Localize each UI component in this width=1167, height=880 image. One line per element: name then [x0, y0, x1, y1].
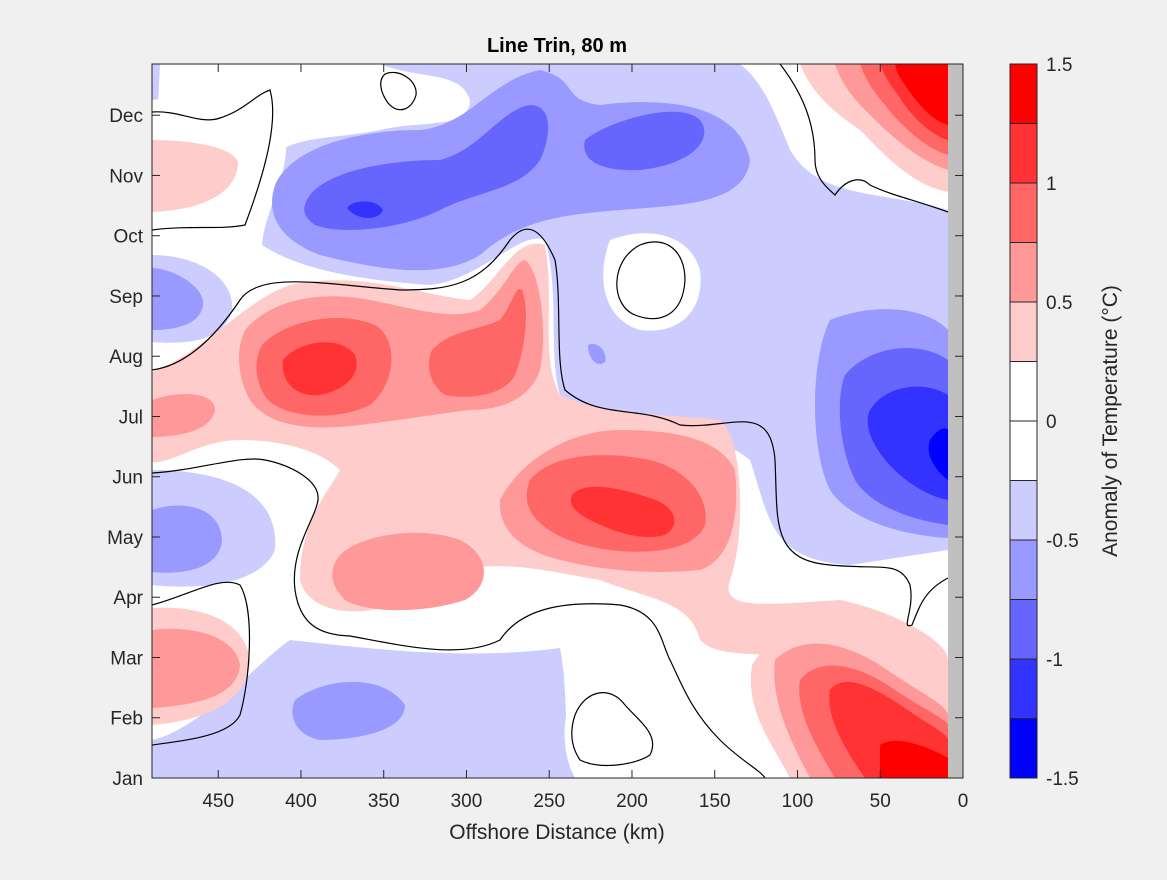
y-tick-label: Mar — [110, 648, 143, 669]
y-tick-label: Dec — [109, 106, 143, 127]
x-tick-label: 100 — [782, 791, 814, 812]
x-tick-label: 150 — [699, 791, 731, 812]
colorbar-swatch — [1010, 599, 1037, 659]
colorbar-swatch — [1010, 183, 1037, 243]
x-tick-label: 250 — [533, 791, 565, 812]
colorbar-swatch — [1010, 361, 1037, 421]
y-tick-label: Jul — [119, 407, 143, 428]
y-tick-label: Jan — [112, 769, 143, 790]
y-tick-label: Oct — [113, 227, 143, 248]
colorbar-swatch — [1010, 540, 1037, 600]
cold-deep-dec — [584, 111, 705, 171]
cold-deep-nov — [304, 105, 549, 230]
x-tick-label: 450 — [202, 791, 234, 812]
colorbar-frame — [1009, 63, 1038, 779]
chart-title: Line Trin, 80 m — [487, 35, 627, 57]
y-axis: Jan Feb Mar Apr May Jun Jul Aug Sep Oct Nov Dec — [107, 106, 963, 790]
neutral-oct — [603, 233, 701, 331]
colorbar-swatch — [1010, 64, 1037, 124]
neutral-feb — [564, 692, 666, 778]
warm-mid-mar — [152, 628, 240, 708]
y-tick-label: May — [107, 528, 143, 549]
warm-peak-jan — [880, 740, 948, 778]
cold-core-jul — [867, 386, 948, 500]
y-tick-label: Jun — [112, 468, 143, 489]
colorbar-tick-label: 0 — [1046, 412, 1057, 433]
x-tick-label: 0 — [958, 791, 969, 812]
y-tick-label: Feb — [110, 709, 143, 730]
axes-frame — [151, 63, 964, 779]
warm-mid-jul — [152, 394, 215, 437]
x-tick-label: 200 — [616, 791, 648, 812]
warm-core-aug — [282, 342, 357, 396]
cold-mid-feb — [292, 681, 405, 740]
y-tick-label: Aug — [109, 347, 143, 368]
cold-core-nov — [347, 201, 383, 218]
x-axis: 450 400 350 300 250 200 150 100 50 0 — [202, 64, 968, 812]
x-tick-label: 350 — [368, 791, 400, 812]
zero-contours — [152, 64, 948, 778]
warm-core-jun — [570, 486, 675, 538]
warm-mid-may — [332, 532, 484, 611]
cold-mid-apr — [588, 343, 606, 365]
x-tick-label: 50 — [870, 791, 891, 812]
colorbar-tick-label: 0.5 — [1046, 293, 1072, 314]
colorbar-swatch — [1010, 302, 1037, 362]
colorbar: -1.5 -1 -0.5 0 0.5 1 1.5 — [1009, 55, 1079, 790]
colorbar-label: Anomaly of Temperature (°C) — [1099, 285, 1122, 557]
x-tick-label: 300 — [451, 791, 483, 812]
cold-mid-may — [152, 505, 222, 573]
no-data-strip — [948, 64, 963, 778]
colorbar-tick-label: -0.5 — [1046, 531, 1079, 552]
colorbar-tick-label: -1.5 — [1046, 769, 1079, 790]
colorbar-swatch — [1010, 421, 1037, 481]
y-tick-label: Sep — [109, 287, 143, 308]
colorbar-swatch — [1010, 242, 1037, 302]
cold-mid-sep — [152, 268, 204, 330]
colorbar-swatch — [1010, 123, 1037, 183]
contour-fill — [152, 64, 948, 778]
y-tick-label: Nov — [109, 166, 143, 187]
x-axis-label: Offshore Distance (km) — [449, 821, 665, 844]
colorbar-swatch — [1010, 659, 1037, 719]
x-tick-label: 400 — [285, 791, 317, 812]
colorbar-swatch — [1010, 718, 1037, 778]
y-tick-label: Apr — [113, 588, 143, 609]
warm-deep-aug2 — [428, 289, 526, 397]
warm-band-nov — [152, 140, 239, 212]
cold-peak-jul — [928, 428, 948, 480]
warm-peak-dec — [895, 64, 948, 125]
colorbar-tick-label: 1.5 — [1046, 55, 1072, 76]
colorbar-swatch — [1010, 480, 1037, 540]
colorbar-tick-label: 1 — [1046, 174, 1057, 195]
colorbar-tick-label: -1 — [1046, 650, 1063, 671]
